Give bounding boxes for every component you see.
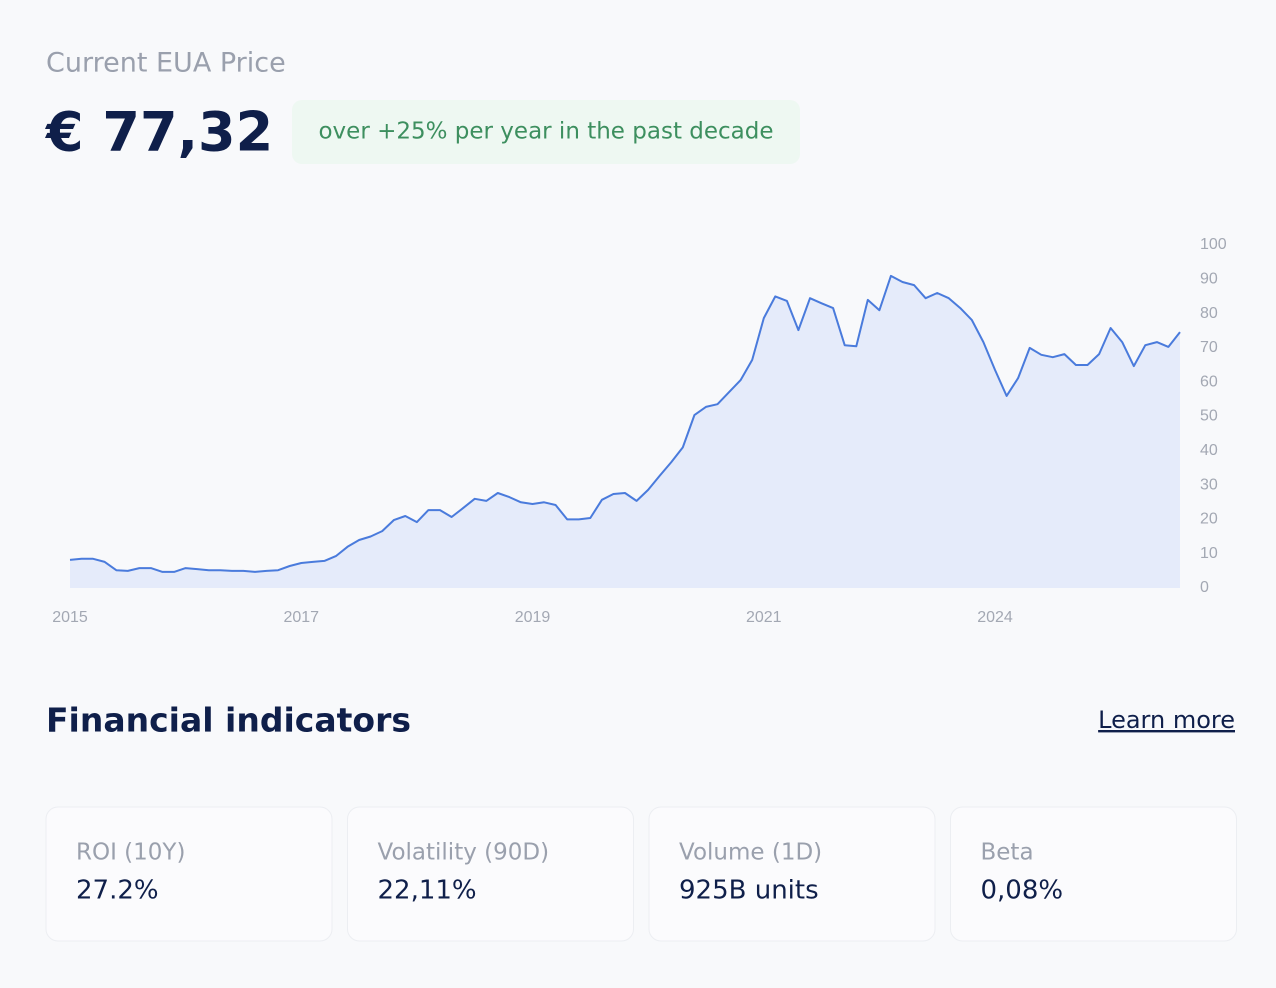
y-tick-label: 30 xyxy=(1200,476,1218,493)
indicator-card xyxy=(347,806,634,942)
indicator-value: 0,08% xyxy=(981,876,1064,906)
x-tick-label: 2019 xyxy=(515,609,551,626)
indicator-card xyxy=(45,806,333,942)
badge-bg xyxy=(292,100,800,164)
area xyxy=(70,275,1180,588)
y-tick-label: 60 xyxy=(1200,373,1218,390)
indicator-value: 27.2% xyxy=(76,876,159,906)
indicator-card xyxy=(648,806,936,942)
y-tick-label: 40 xyxy=(1200,442,1218,459)
indicator-label: Volatility (90D) xyxy=(378,840,550,866)
y-tick-label: 0 xyxy=(1200,579,1209,596)
price-line xyxy=(69,274,1181,573)
indicator-card xyxy=(950,806,1237,942)
x-tick-label: 2024 xyxy=(977,609,1013,626)
indicator-label: ROI (10Y) xyxy=(76,840,185,866)
y-tick-label: 50 xyxy=(1200,408,1218,425)
price-title: Current EUA Price xyxy=(46,48,286,79)
chart: 0 10 20 30 40 50 60 70 80 90 100 2015 2017 2019 2021 20… xyxy=(52,236,1227,626)
x-tick-label: 2017 xyxy=(283,609,319,626)
section-title: Financial indicators xyxy=(46,701,411,740)
learn-more-link[interactable]: Learn more xyxy=(1098,706,1235,734)
x-tick-label: 2021 xyxy=(746,609,782,626)
x-tick-label: 2015 xyxy=(52,609,88,626)
price: € 77,32 xyxy=(44,101,273,164)
indicator-value: 925B units xyxy=(679,876,819,906)
indicator-value: 22,11% xyxy=(378,876,477,906)
y-tick-label: 80 xyxy=(1200,305,1218,322)
indicator-label: Volume (1D) xyxy=(679,840,822,866)
y-tick-label: 90 xyxy=(1200,271,1218,288)
badge: over +25% per year in the past decade xyxy=(318,119,773,145)
y-tick-label: 10 xyxy=(1200,545,1218,562)
y-tick-label: 20 xyxy=(1200,511,1218,528)
cards: ROI (10Y) 27.2% Volatility (90D) 22,11% Volu… xyxy=(45,806,1237,942)
y-tick-label: 100 xyxy=(1200,236,1227,253)
y-tick-label: 70 xyxy=(1200,339,1218,356)
indicator-label: Beta xyxy=(981,840,1034,866)
